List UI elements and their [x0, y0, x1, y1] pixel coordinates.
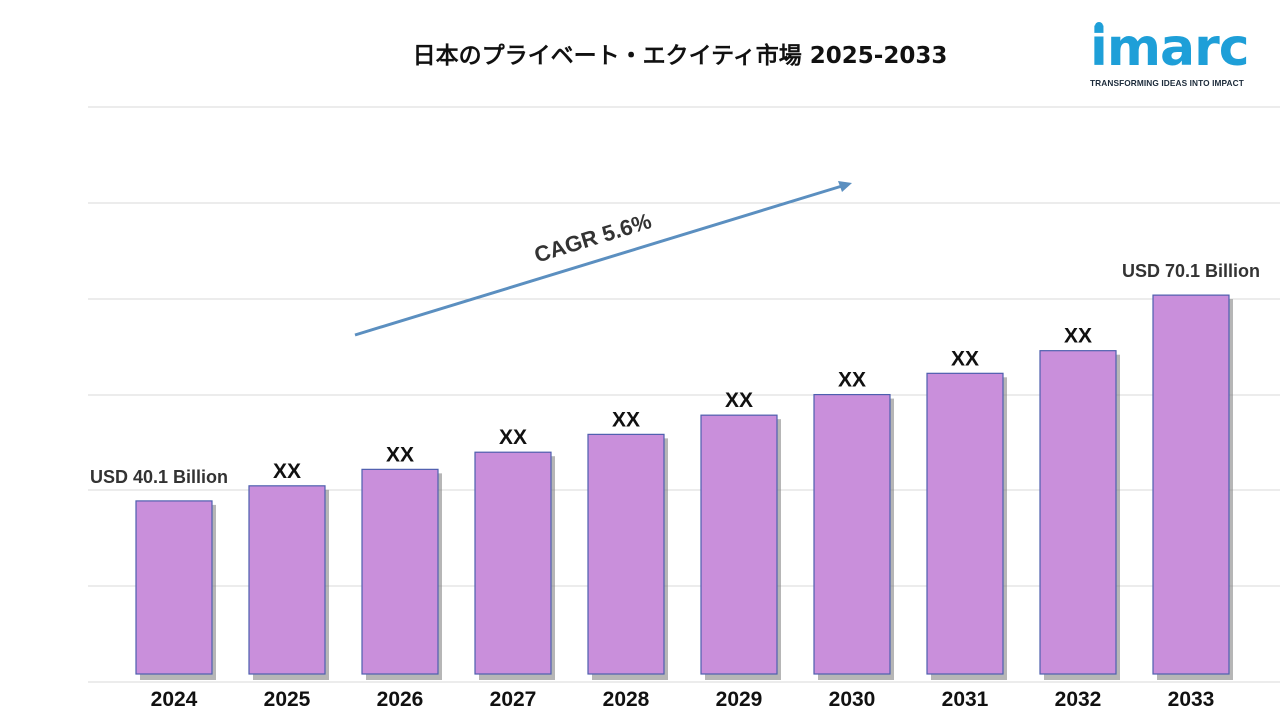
chart-title: 日本のプライベート・エクイティ市場 2025-2033 [412, 43, 948, 69]
x-tick-2024: 2024 [151, 688, 198, 711]
data-label-2030: XX [838, 369, 866, 392]
cagr-arrow-line [354, 184, 843, 337]
x-axis-tick-labels: 2024 2025 2026 2027 2028 2029 2030 2031 2032 2033 [151, 688, 1215, 711]
logo-dot-icon [1095, 22, 1103, 30]
data-label-2031: XX [951, 347, 979, 370]
bar-2030 [813, 393, 891, 675]
bar-2026 [361, 468, 439, 675]
imarc-logo: imarc TRANSFORMING IDEAS INTO IMPACT [1090, 18, 1265, 88]
cagr-annotation: CAGR 5.6% [354, 181, 852, 337]
data-label-2026: XX [386, 443, 414, 466]
x-tick-2026: 2026 [377, 688, 424, 711]
x-tick-2025: 2025 [264, 688, 311, 711]
bars [135, 294, 1233, 680]
bar-2029 [700, 414, 778, 675]
data-label-2029: XX [725, 389, 753, 412]
bar-2025 [248, 485, 326, 675]
data-label-2028: XX [612, 408, 640, 431]
x-tick-2032: 2032 [1055, 688, 1102, 711]
bar-2027 [474, 451, 552, 675]
bar-2031 [926, 372, 1004, 675]
x-tick-2030: 2030 [829, 688, 876, 711]
x-tick-2027: 2027 [490, 688, 537, 711]
bar-2032 [1039, 350, 1117, 675]
data-label-2025: XX [273, 460, 301, 483]
cagr-arrow-head-icon [838, 181, 852, 192]
x-tick-2028: 2028 [603, 688, 650, 711]
data-label-2024: USD 40.1 Billion [90, 467, 228, 487]
data-label-2032: XX [1064, 325, 1092, 348]
x-tick-2029: 2029 [716, 688, 763, 711]
logo-wordmark: imarc [1090, 18, 1265, 78]
x-tick-2031: 2031 [942, 688, 989, 711]
cagr-label: CAGR 5.6% [531, 208, 654, 267]
data-label-2033: USD 70.1 Billion [1122, 261, 1260, 281]
bar-2024 [135, 500, 213, 675]
data-label-2027: XX [499, 426, 527, 449]
logo-text: imarc [1090, 18, 1250, 78]
logo-tagline: TRANSFORMING IDEAS INTO IMPACT [1090, 78, 1244, 88]
bar-2028 [587, 433, 665, 675]
x-tick-2033: 2033 [1168, 688, 1215, 711]
data-labels: USD 40.1 Billion XX XX XX XX XX XX XX XX USD 70.1… [90, 261, 1260, 487]
bar-2033 [1152, 294, 1230, 675]
